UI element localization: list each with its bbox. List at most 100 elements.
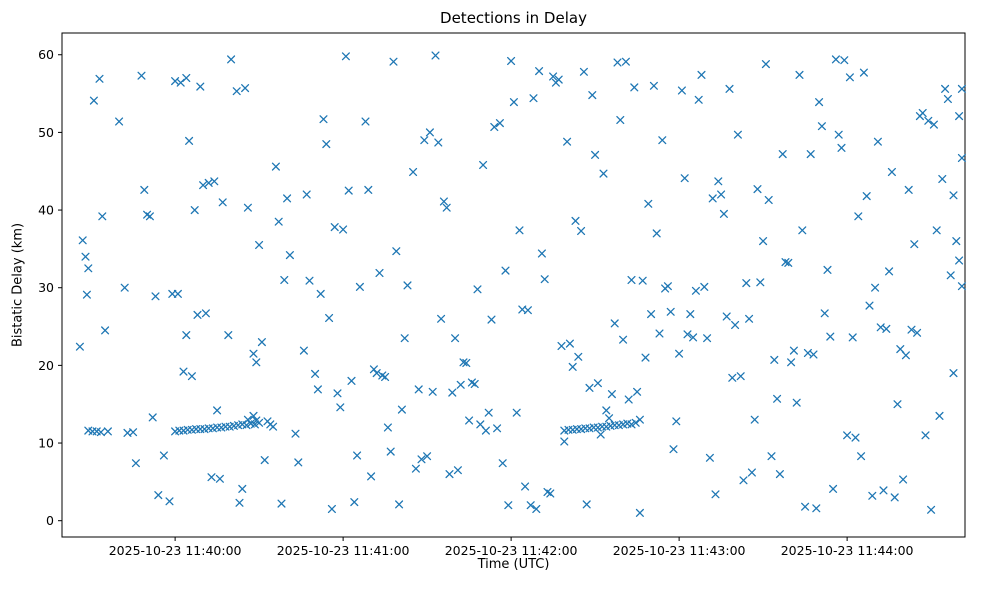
scatter-point [703, 334, 712, 343]
scatter-point [697, 70, 706, 79]
scatter-point [871, 283, 880, 292]
scatter-point [241, 84, 250, 93]
scatter-point [285, 251, 294, 260]
scatter-point [84, 264, 93, 273]
scatter-point [882, 324, 891, 333]
scatter-point [750, 415, 759, 424]
scatter-point [666, 307, 675, 316]
scatter-point [829, 484, 838, 493]
scatter-point [778, 150, 787, 159]
scatter-point [823, 265, 832, 274]
scatter-point [182, 73, 191, 83]
scatter-point [935, 411, 944, 420]
scatter-point [448, 388, 457, 397]
scatter-point [437, 314, 446, 323]
x-tick-label: 2025-10-23 11:42:00 [445, 543, 578, 558]
scatter-point [255, 240, 264, 250]
scatter-point [397, 405, 406, 414]
scatter-point [747, 468, 756, 477]
scatter-point [526, 501, 535, 510]
scatter-point [330, 223, 339, 232]
scatter-point [75, 342, 84, 351]
scatter-point [593, 379, 602, 388]
x-tick-label: 2025-10-23 11:41:00 [277, 543, 410, 558]
scatter-point [675, 349, 684, 358]
scatter-point [663, 282, 672, 291]
scatter-point [470, 379, 479, 389]
scatter-point [201, 309, 210, 318]
scatter-point [624, 395, 633, 404]
scatter-point [602, 406, 611, 415]
scatter-point [899, 475, 908, 484]
scatter-point [414, 385, 423, 394]
scatter-point [493, 424, 502, 433]
scatter-point [339, 225, 348, 234]
scatter-point [627, 275, 636, 285]
y-tick-label: 0 [46, 513, 54, 528]
y-tick-label: 20 [38, 358, 54, 373]
scatter-point [459, 358, 468, 367]
scatter-point [456, 380, 465, 389]
scatter-point [616, 115, 625, 125]
scatter-point [311, 369, 320, 378]
scatter-point [89, 96, 98, 105]
scatter-point [890, 493, 899, 502]
scatter-point [938, 174, 947, 184]
scatter-point [81, 252, 90, 261]
scatter-point [537, 249, 546, 258]
scatter-point [893, 400, 902, 409]
scatter-point [501, 266, 510, 275]
scatter-point [585, 383, 594, 392]
scatter-point [848, 333, 857, 342]
scatter-point [224, 331, 233, 340]
scatter-point [571, 216, 580, 225]
scatter-point [644, 199, 653, 208]
scatter-point [509, 98, 518, 107]
scatter-point [182, 331, 191, 340]
scatter-point [887, 167, 896, 177]
scatter-point [271, 162, 280, 171]
scatter-point [333, 389, 342, 398]
scatter-point [711, 490, 720, 499]
scatter-point [504, 501, 513, 510]
scatter-point [238, 484, 247, 493]
scatter-point [173, 289, 182, 298]
scatter-point [120, 283, 129, 292]
scatter-point [638, 276, 647, 285]
scatter-point [733, 130, 742, 139]
scatter-point [364, 185, 373, 194]
scatter-point [843, 431, 852, 440]
scatter-point [873, 137, 882, 146]
scatter-point [731, 320, 740, 330]
scatter-point [462, 358, 471, 368]
scatter-point [498, 459, 507, 468]
scatter-point [694, 95, 703, 104]
scatter-point [845, 73, 854, 82]
scatter-point [210, 177, 219, 186]
scatter-point [484, 408, 493, 417]
scatter-point [565, 339, 574, 348]
scatter-point [101, 326, 110, 335]
scatter-point [179, 367, 188, 376]
scatter-point [168, 289, 177, 298]
scatter-point [445, 470, 454, 479]
scatter-point [257, 338, 266, 347]
scatter-point [784, 258, 793, 267]
scatter-point [817, 122, 826, 131]
scatter-point [865, 301, 874, 310]
scatter-point [907, 325, 916, 334]
scatter-point [834, 130, 843, 139]
scatter-point [913, 328, 922, 337]
scatter-point [515, 226, 524, 235]
scatter-point [115, 117, 124, 126]
scatter-point [479, 160, 488, 170]
scatter-point [714, 177, 723, 186]
scatter-point [952, 237, 961, 246]
scatter-point [355, 282, 364, 291]
scatter-point [921, 431, 930, 440]
scatter-point [420, 136, 429, 145]
scatter-point [299, 346, 308, 355]
scatter-point [831, 55, 840, 64]
scatter-point [103, 427, 112, 436]
scatter-point [269, 422, 278, 431]
